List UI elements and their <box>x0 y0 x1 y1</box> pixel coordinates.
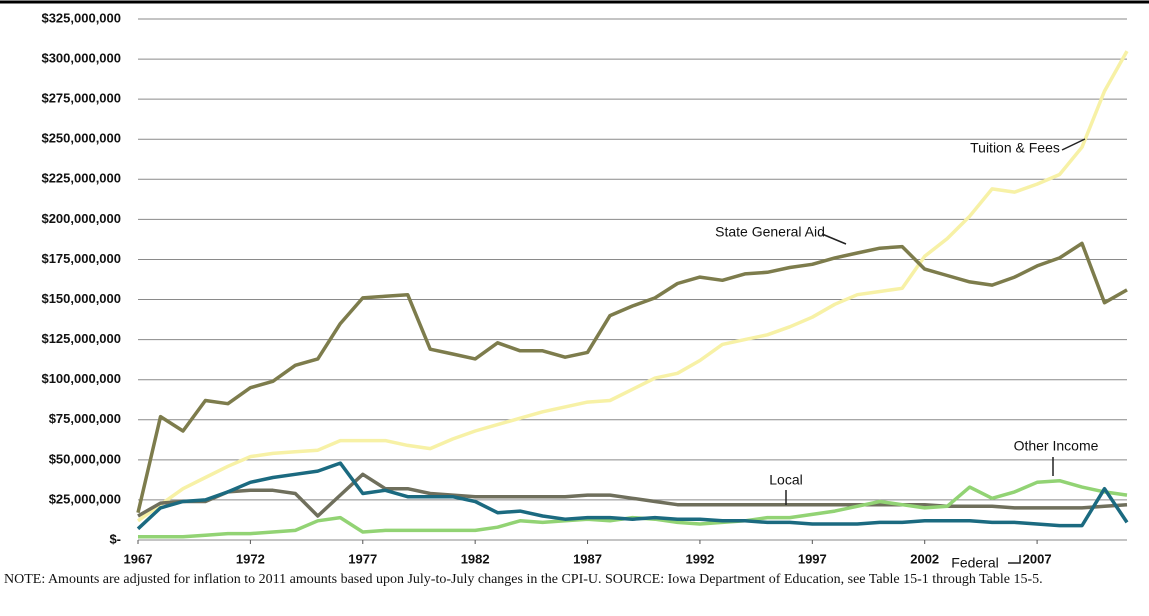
series-line <box>136 461 1129 531</box>
x-tick-label: 1987 <box>573 551 602 566</box>
x-tick-label: 1967 <box>124 551 153 566</box>
labels: $- $25,000,000 $50,000,000 $75,000,000 $100,… <box>41 10 1098 570</box>
x-tick-label: 2007 <box>1023 551 1052 566</box>
series-label: Federal <box>951 555 998 571</box>
x-tick-label: 1982 <box>461 551 490 566</box>
series-line <box>136 241 1128 514</box>
grid <box>137 18 1127 544</box>
y-tick-label: $275,000,000 <box>41 91 121 106</box>
note-line: NOTE: Amounts are adjusted for inflation… <box>4 572 1043 587</box>
series-line <box>137 472 1128 518</box>
x-tick-label: 2002 <box>910 551 939 566</box>
leader-line <box>821 233 847 245</box>
y-tick-label: $75,000,000 <box>49 411 121 426</box>
y-tick-label: $150,000,000 <box>41 291 121 306</box>
series-line <box>136 50 1129 523</box>
y-tick-label: $100,000,000 <box>41 371 121 386</box>
series-label: Other Income <box>1014 438 1099 454</box>
y-tick-label: $25,000,000 <box>49 491 121 506</box>
series-label: Local <box>769 472 802 488</box>
y-tick-label: $50,000,000 <box>49 451 121 466</box>
x-tick-label: 1997 <box>798 551 827 566</box>
note: NOTE: Amounts are adjusted for inflation… <box>4 572 1043 587</box>
x-tick-label: 1972 <box>236 551 265 566</box>
leader-line <box>1061 138 1086 151</box>
y-tick-label: $300,000,000 <box>41 51 121 66</box>
y-tick-label: $200,000,000 <box>41 211 121 226</box>
series-label: Tuition & Fees <box>970 140 1060 156</box>
leader-line <box>1008 555 1021 564</box>
y-tick-label: $325,000,000 <box>41 10 121 25</box>
y-tick-label: $225,000,000 <box>41 171 121 186</box>
lines <box>136 50 1129 539</box>
y-tick-label: $- <box>109 531 121 546</box>
series-line <box>138 478 1128 539</box>
y-tick-label: $125,000,000 <box>41 331 121 346</box>
x-tick-label: 1992 <box>685 551 714 566</box>
y-tick-label: $250,000,000 <box>41 131 121 146</box>
series-label: State General Aid <box>715 224 825 240</box>
y-tick-label: $175,000,000 <box>41 251 121 266</box>
x-tick-label: 1977 <box>348 551 377 566</box>
